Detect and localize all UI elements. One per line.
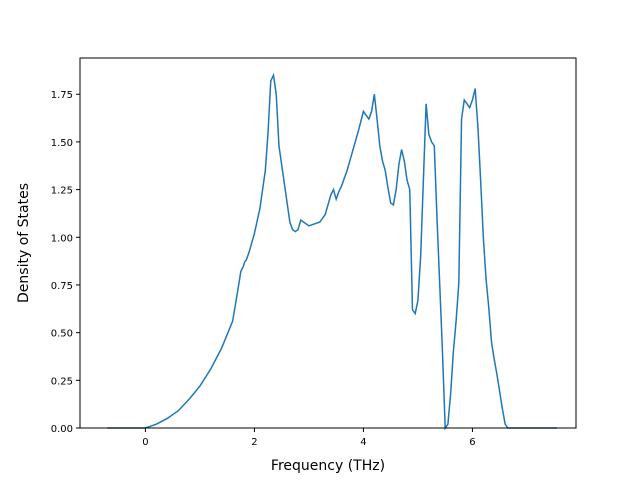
x-tick-label: 2 [251,437,257,448]
x-tick-label: 4 [360,437,366,448]
y-tick-label: 0.75 [51,281,73,292]
y-axis-ticks: 0.00 0.25 0.50 0.75 1.00 1.25 1.50 1.75 [51,90,80,435]
y-tick-label: 0.25 [51,376,73,387]
y-tick-label: 1.75 [51,90,73,101]
y-axis-label: Density of States [16,183,32,303]
x-axis-label: Frequency (THz) [271,458,385,474]
y-tick-label: 1.50 [51,138,73,149]
y-tick-label: 1.25 [51,186,73,197]
y-tick-label: 1.00 [51,233,73,244]
x-tick-label: 0 [142,437,148,448]
axes-background [80,58,576,428]
x-axis-ticks: 0 2 4 6 [142,428,476,448]
axes-frame [79,57,577,429]
dos-line [107,72,557,431]
x-tick-label: 6 [469,437,475,448]
plot-area [79,57,577,431]
y-tick-label: 0.50 [51,329,73,340]
y-tick-label: 0.00 [51,424,73,435]
